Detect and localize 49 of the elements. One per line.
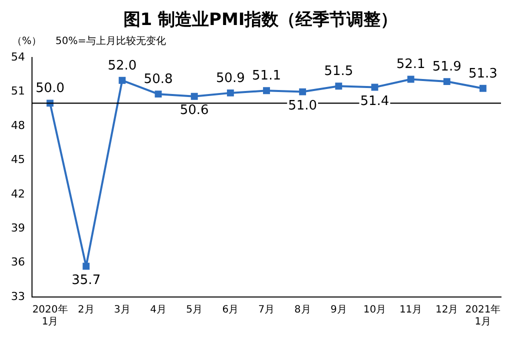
data-label: 50.6: [180, 103, 209, 118]
x-tick-label: 6月: [222, 304, 239, 316]
text: 50%=与上月比较无变化: [56, 34, 166, 48]
x-tick-label: 3月: [114, 304, 130, 316]
x-tick-label: 8月: [294, 304, 311, 316]
x-tick-label: 12月: [436, 304, 458, 316]
point: [407, 76, 414, 83]
x-tick-label: 5月: [186, 304, 203, 316]
y-tick-label: 54: [10, 50, 25, 64]
x-tick-label: 9月: [330, 304, 347, 316]
data-label: 52.1: [396, 57, 426, 72]
x-tick-label: 10月: [363, 304, 386, 316]
y-tick-label: 33: [10, 290, 25, 303]
y-tick-label: 42: [10, 187, 25, 200]
point: [154, 90, 162, 98]
data-label: 51.3: [468, 66, 498, 82]
y-tick-label: 39: [10, 221, 25, 234]
data-label: 50.8: [144, 72, 173, 87]
x-tick-label: 4月: [150, 304, 166, 316]
data-label: 52.0: [108, 58, 137, 74]
y-tick-label: 45: [10, 153, 25, 166]
point: [118, 76, 126, 84]
x-tick-label: 11月: [399, 304, 422, 316]
data-label: 35.7: [72, 273, 101, 288]
point: [371, 84, 378, 91]
y-tick-label: 48: [10, 118, 25, 132]
data-label: 51.5: [324, 64, 354, 79]
point: [479, 84, 486, 92]
point: [443, 78, 450, 86]
y-tick-label: 36: [10, 256, 25, 269]
data-label: 51.4: [360, 94, 390, 110]
x-tick-label: 2月: [78, 304, 94, 316]
data-label: 51.1: [252, 68, 281, 84]
y-tick-label: 51: [10, 84, 25, 98]
point: [335, 82, 342, 90]
point: [190, 92, 198, 100]
data-label: 51.9: [432, 59, 462, 74]
point: [82, 262, 90, 270]
point: [226, 89, 234, 96]
chart-title: 图1 制造业PMI指数（经季节调整）: [122, 9, 399, 32]
x-tick-label: 7月: [258, 304, 275, 316]
data-label: 51.0: [288, 98, 318, 114]
x-tick-label: 2021年 1月: [465, 304, 501, 328]
x-tick-label: 2020年 1月: [32, 304, 68, 328]
data-label: 50.9: [216, 70, 245, 86]
data-label: 50.0: [36, 81, 65, 96]
point: [299, 88, 306, 96]
point: [263, 87, 270, 94]
y-axis-title: （%）: [12, 35, 42, 48]
